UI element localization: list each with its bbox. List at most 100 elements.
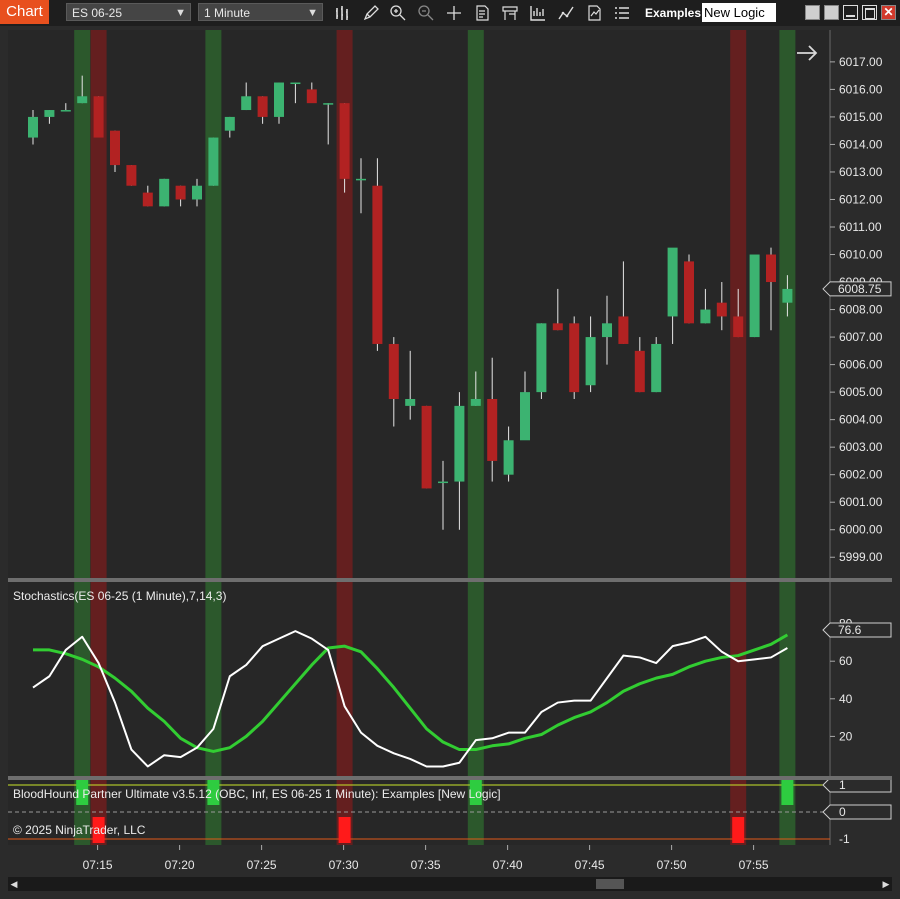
data-box-icon[interactable] bbox=[471, 3, 493, 22]
candle-body bbox=[700, 309, 711, 324]
minimize-button[interactable] bbox=[843, 5, 858, 20]
price-tick-label: 6011.00 bbox=[839, 220, 882, 234]
chevron-down-icon: ▼ bbox=[307, 7, 318, 19]
zoom-in-icon[interactable] bbox=[387, 3, 409, 22]
candle-body bbox=[602, 323, 612, 338]
signal-highlight-band bbox=[467, 30, 484, 845]
stochastics-axis: 8060402076.6 bbox=[822, 617, 892, 743]
price-tick-label: 6010.00 bbox=[839, 248, 883, 262]
candle-body bbox=[618, 316, 629, 344]
price-tick-label: 6007.00 bbox=[839, 330, 883, 344]
time-tick-label: 07:15 bbox=[83, 858, 113, 872]
scroll-left-icon[interactable]: ◀ bbox=[10, 879, 18, 889]
pane-divider-bloodhound[interactable] bbox=[8, 776, 892, 780]
price-tick-label: 6006.00 bbox=[839, 358, 883, 372]
properties-icon[interactable] bbox=[583, 3, 605, 22]
candle-body bbox=[44, 110, 55, 117]
price-tick-label: 6000.00 bbox=[839, 523, 883, 537]
bh-signal-up bbox=[207, 779, 220, 805]
bloodhound-axis: 1 0 -1 bbox=[822, 777, 892, 846]
strategies-icon[interactable] bbox=[555, 3, 577, 22]
time-tick-label: 07:45 bbox=[575, 858, 605, 872]
bh-signal-down bbox=[338, 817, 351, 843]
price-tick-label: 6004.00 bbox=[839, 413, 883, 427]
candle-body bbox=[667, 247, 678, 317]
candle-body bbox=[585, 337, 596, 386]
signal-highlight-layer bbox=[74, 30, 796, 845]
instrument-selector[interactable]: ES 06-25 ▼ bbox=[66, 3, 191, 21]
signal-highlight-band bbox=[205, 30, 222, 845]
arrow-right-icon[interactable] bbox=[797, 45, 818, 61]
candle-body bbox=[175, 185, 186, 200]
stoch-tick-label: 20 bbox=[839, 729, 853, 743]
time-tick-label: 07:55 bbox=[739, 858, 769, 872]
candle-body bbox=[520, 392, 530, 441]
candle-body bbox=[339, 103, 350, 179]
instrument-value: ES 06-25 bbox=[72, 6, 123, 20]
bh-tick-label: 1 bbox=[839, 778, 846, 792]
scroll-thumb[interactable] bbox=[596, 879, 624, 889]
price-tick-label: 6002.00 bbox=[839, 468, 883, 482]
candle-body bbox=[60, 110, 71, 112]
time-tick-label: 07:35 bbox=[411, 858, 441, 872]
price-tick-label: 6012.00 bbox=[839, 192, 883, 206]
zoom-out-icon[interactable] bbox=[415, 3, 437, 22]
last-price-marker bbox=[822, 281, 892, 297]
pencil-icon[interactable] bbox=[360, 3, 382, 22]
price-tick-label: 6014.00 bbox=[839, 137, 883, 151]
signal-highlight-band bbox=[74, 30, 91, 845]
candlestick-layer bbox=[28, 75, 793, 530]
maximize-button[interactable] bbox=[862, 5, 877, 20]
stoch-tick-label: 60 bbox=[839, 654, 853, 668]
candle-body bbox=[28, 116, 38, 138]
window-tile-icon[interactable] bbox=[805, 5, 820, 20]
chart-canvas: 6017.00 6016.00 6015.00 6014.00 6013.00 6012.… bbox=[8, 30, 892, 872]
candle-body bbox=[142, 192, 153, 207]
chart-trader-icon[interactable] bbox=[499, 3, 521, 22]
candle-body bbox=[733, 316, 744, 338]
signal-highlight-band bbox=[336, 30, 353, 845]
candle-body bbox=[470, 399, 481, 406]
candle-body bbox=[159, 178, 170, 207]
horizontal-scrollbar[interactable]: ◀ ▶ bbox=[8, 877, 892, 891]
chart-tab[interactable]: Chart bbox=[0, 0, 49, 24]
time-tick-label: 07:20 bbox=[165, 858, 195, 872]
bh-signal-down bbox=[732, 817, 745, 843]
price-tick-label: 6001.00 bbox=[839, 495, 883, 509]
drawing-list-icon[interactable] bbox=[611, 3, 633, 22]
stochastics-layer bbox=[32, 630, 789, 768]
logic-input[interactable]: New Logic bbox=[702, 3, 776, 22]
candle-body bbox=[126, 165, 137, 186]
stoch-last-label: 76.6 bbox=[838, 623, 862, 637]
candle-body bbox=[536, 323, 547, 393]
candle-body bbox=[241, 96, 252, 111]
close-button[interactable]: ✕ bbox=[881, 5, 896, 20]
crosshair-icon[interactable] bbox=[443, 3, 465, 22]
price-tick-label: 6005.00 bbox=[839, 385, 883, 399]
time-tick-label: 07:25 bbox=[247, 858, 277, 872]
price-tick-label: 6017.00 bbox=[839, 55, 883, 69]
scroll-right-icon[interactable]: ▶ bbox=[882, 879, 890, 889]
interval-value: 1 Minute bbox=[204, 6, 251, 20]
candle-body bbox=[569, 323, 580, 393]
indicators-icon[interactable] bbox=[527, 3, 549, 22]
candle-body bbox=[487, 399, 498, 461]
interval-selector[interactable]: 1 Minute ▼ bbox=[198, 3, 323, 21]
plot-background bbox=[8, 30, 830, 845]
candle-body bbox=[388, 343, 399, 399]
chart-toolbar: Chart ES 06-25 ▼ 1 Minute ▼ Examples New… bbox=[0, 0, 900, 26]
candle-body bbox=[290, 82, 301, 85]
candle-body bbox=[208, 137, 219, 186]
signal-highlight-band bbox=[90, 30, 107, 845]
price-tick-label: 6016.00 bbox=[839, 82, 883, 96]
price-tick-label: 6015.00 bbox=[839, 110, 883, 124]
stoch-last-marker bbox=[822, 622, 892, 638]
bar-style-icon[interactable] bbox=[332, 3, 354, 22]
window-snap-icon[interactable] bbox=[824, 5, 839, 20]
pane-divider-stochastics[interactable] bbox=[8, 578, 892, 582]
candle-body bbox=[405, 399, 416, 406]
bloodhound-title: BloodHound Partner Ultimate v3.5.12 (OBC… bbox=[13, 787, 501, 801]
candle-body bbox=[372, 185, 383, 344]
candle-body bbox=[421, 405, 432, 489]
bloodhound-layer bbox=[8, 779, 830, 843]
